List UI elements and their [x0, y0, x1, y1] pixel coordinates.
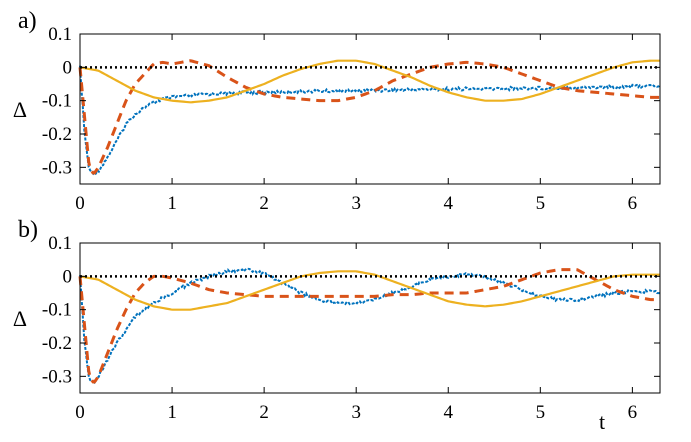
- series-line-0: [79, 65, 661, 177]
- y-tick-label: -0.2: [42, 124, 72, 145]
- y-tick-label: -0.1: [42, 91, 72, 112]
- x-tick-label: 3: [351, 193, 361, 214]
- y-tick-label: 0.1: [48, 233, 72, 254]
- series-line-1: [78, 59, 660, 175]
- x-tick-label: 5: [536, 402, 546, 423]
- y-axis-label: Δ: [13, 97, 27, 122]
- y-tick-label: -0.2: [42, 333, 72, 354]
- panel-label: a): [18, 8, 37, 34]
- panel-b: 0 1 2 3 4 5 6 0.1 0 -0.1 -0.2 -0.3 b) Δt: [13, 217, 661, 434]
- x-tick-label: 5: [536, 193, 546, 214]
- panel-label: b): [18, 217, 38, 243]
- x-tick-label: 4: [444, 402, 454, 423]
- series-line-2: [79, 59, 660, 104]
- axes-box: [79, 33, 661, 185]
- y-tick-label: -0.3: [42, 366, 72, 387]
- y-tick-label: 0: [63, 57, 73, 78]
- y-tick-label: 0: [63, 266, 73, 287]
- x-tick-label: 2: [259, 402, 269, 423]
- x-tick-label: 0: [75, 193, 85, 214]
- x-tick-label: 1: [167, 402, 177, 423]
- axes-box: [79, 242, 661, 394]
- series-line-2: [79, 270, 660, 311]
- x-tick-label: 4: [444, 193, 454, 214]
- x-tick-label: 2: [259, 193, 269, 214]
- y-tick-label: -0.1: [42, 300, 72, 321]
- x-axis-label: t: [599, 409, 605, 434]
- y-axis-label: Δ: [13, 306, 27, 331]
- x-tick-label: 6: [628, 402, 638, 423]
- y-tick-label: -0.3: [42, 157, 72, 178]
- series-line-1: [78, 268, 660, 384]
- x-tick-label: 6: [628, 193, 638, 214]
- x-tick-label: 0: [75, 402, 85, 423]
- x-tick-label: 3: [351, 402, 361, 423]
- panel-a: 0 1 2 3 4 5 6 0.1 0 -0.1 -0.2 -0.3 a) Δ: [13, 8, 661, 214]
- x-tick-label: 1: [167, 193, 177, 214]
- y-tick-label: 0.1: [48, 24, 72, 45]
- series-line-0: [79, 267, 661, 384]
